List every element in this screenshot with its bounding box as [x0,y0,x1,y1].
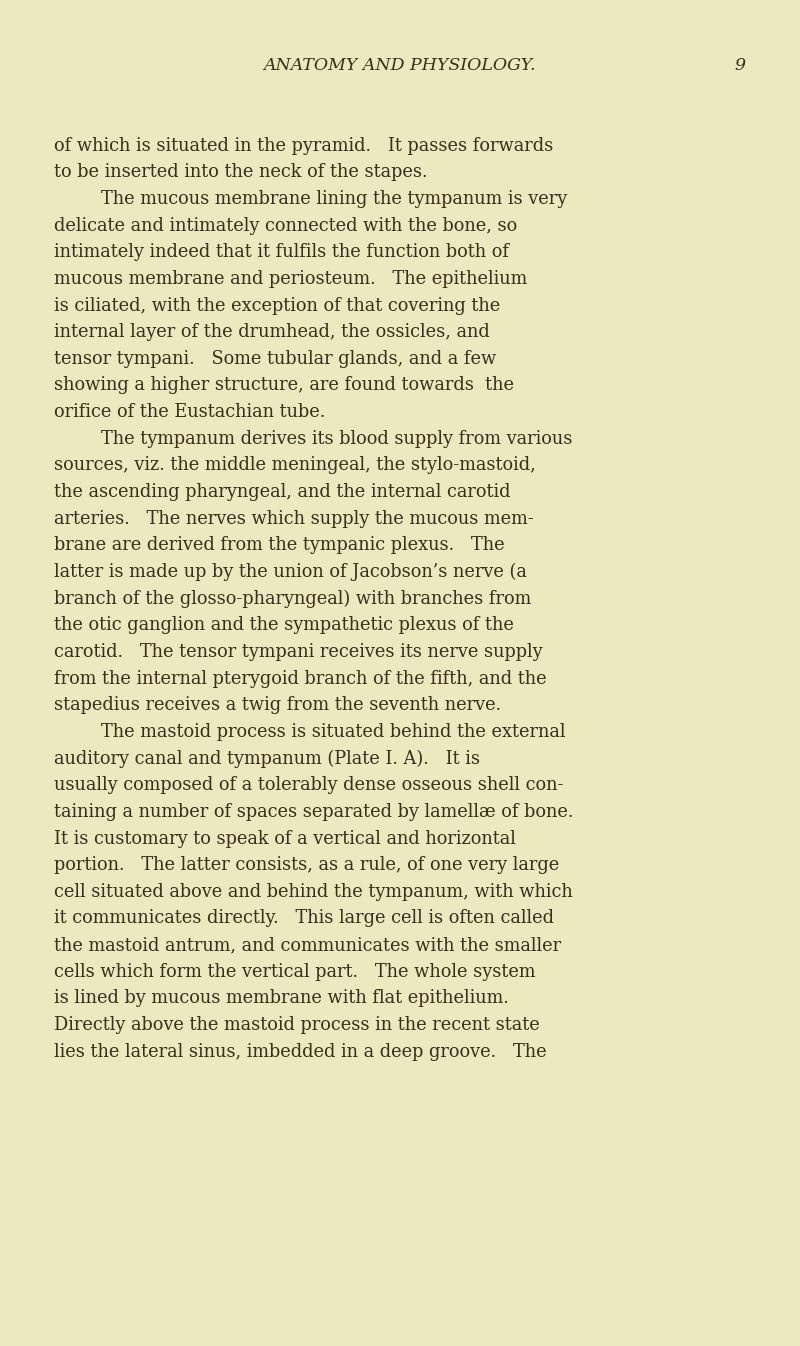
Text: It is customary to speak of a vertical and horizontal: It is customary to speak of a vertical a… [54,829,516,848]
Text: carotid.   The tensor tympani receives its nerve supply: carotid. The tensor tympani receives its… [54,643,543,661]
Text: is ciliated, with the exception of that covering the: is ciliated, with the exception of that … [54,296,501,315]
Text: branch of the glosso-pharyngeal) with branches from: branch of the glosso-pharyngeal) with br… [54,590,532,608]
Text: lies the lateral sinus, imbedded in a deep groove.   The: lies the lateral sinus, imbedded in a de… [54,1043,547,1061]
Text: sources, viz. the middle meningeal, the stylo-mastoid,: sources, viz. the middle meningeal, the … [54,456,536,474]
Text: it communicates directly.   This large cell is often called: it communicates directly. This large cel… [54,910,554,927]
Text: arteries.   The nerves which supply the mucous mem-: arteries. The nerves which supply the mu… [54,510,534,528]
Text: intimately indeed that it fulfils the function both of: intimately indeed that it fulfils the fu… [54,244,510,261]
Text: the ascending pharyngeal, and the internal carotid: the ascending pharyngeal, and the intern… [54,483,511,501]
Text: the otic ganglion and the sympathetic plexus of the: the otic ganglion and the sympathetic pl… [54,616,514,634]
Text: orifice of the Eustachian tube.: orifice of the Eustachian tube. [54,404,326,421]
Text: 9: 9 [734,57,746,74]
Text: cell situated above and behind the tympanum, with which: cell situated above and behind the tympa… [54,883,573,900]
Text: showing a higher structure, are found towards  the: showing a higher structure, are found to… [54,377,514,394]
Text: of which is situated in the pyramid.   It passes forwards: of which is situated in the pyramid. It … [54,137,554,155]
Text: internal layer of the drumhead, the ossicles, and: internal layer of the drumhead, the ossi… [54,323,490,341]
Text: mucous membrane and periosteum.   The epithelium: mucous membrane and periosteum. The epit… [54,271,528,288]
Text: ANATOMY AND PHYSIOLOGY.: ANATOMY AND PHYSIOLOGY. [264,57,536,74]
Text: delicate and intimately connected with the bone, so: delicate and intimately connected with t… [54,217,518,234]
Text: is lined by mucous membrane with flat epithelium.: is lined by mucous membrane with flat ep… [54,989,509,1007]
Text: to be inserted into the neck of the stapes.: to be inserted into the neck of the stap… [54,163,428,182]
Text: The tympanum derives its blood supply from various: The tympanum derives its blood supply fr… [101,429,572,448]
Text: stapedius receives a twig from the seventh nerve.: stapedius receives a twig from the seven… [54,696,502,715]
Text: The mucous membrane lining the tympanum is very: The mucous membrane lining the tympanum … [101,190,567,207]
Text: usually composed of a tolerably dense osseous shell con-: usually composed of a tolerably dense os… [54,777,564,794]
Text: tensor tympani.   Some tubular glands, and a few: tensor tympani. Some tubular glands, and… [54,350,497,367]
Text: latter is made up by the union of Jacobson’s nerve (a: latter is made up by the union of Jacobs… [54,563,527,581]
Text: taining a number of spaces separated by lamellæ of bone.: taining a number of spaces separated by … [54,802,574,821]
Text: cells which form the vertical part.   The whole system: cells which form the vertical part. The … [54,962,536,981]
Text: portion.   The latter consists, as a rule, of one very large: portion. The latter consists, as a rule,… [54,856,560,874]
Text: Directly above the mastoid process in the recent state: Directly above the mastoid process in th… [54,1016,540,1034]
Text: from the internal pterygoid branch of the fifth, and the: from the internal pterygoid branch of th… [54,670,547,688]
Text: the mastoid antrum, and communicates with the smaller: the mastoid antrum, and communicates wit… [54,937,562,954]
Text: The mastoid process is situated behind the external: The mastoid process is situated behind t… [101,723,566,740]
Text: auditory canal and tympanum (Plate I. A).   It is: auditory canal and tympanum (Plate I. A)… [54,750,480,767]
Text: brane are derived from the tympanic plexus.   The: brane are derived from the tympanic plex… [54,537,505,555]
